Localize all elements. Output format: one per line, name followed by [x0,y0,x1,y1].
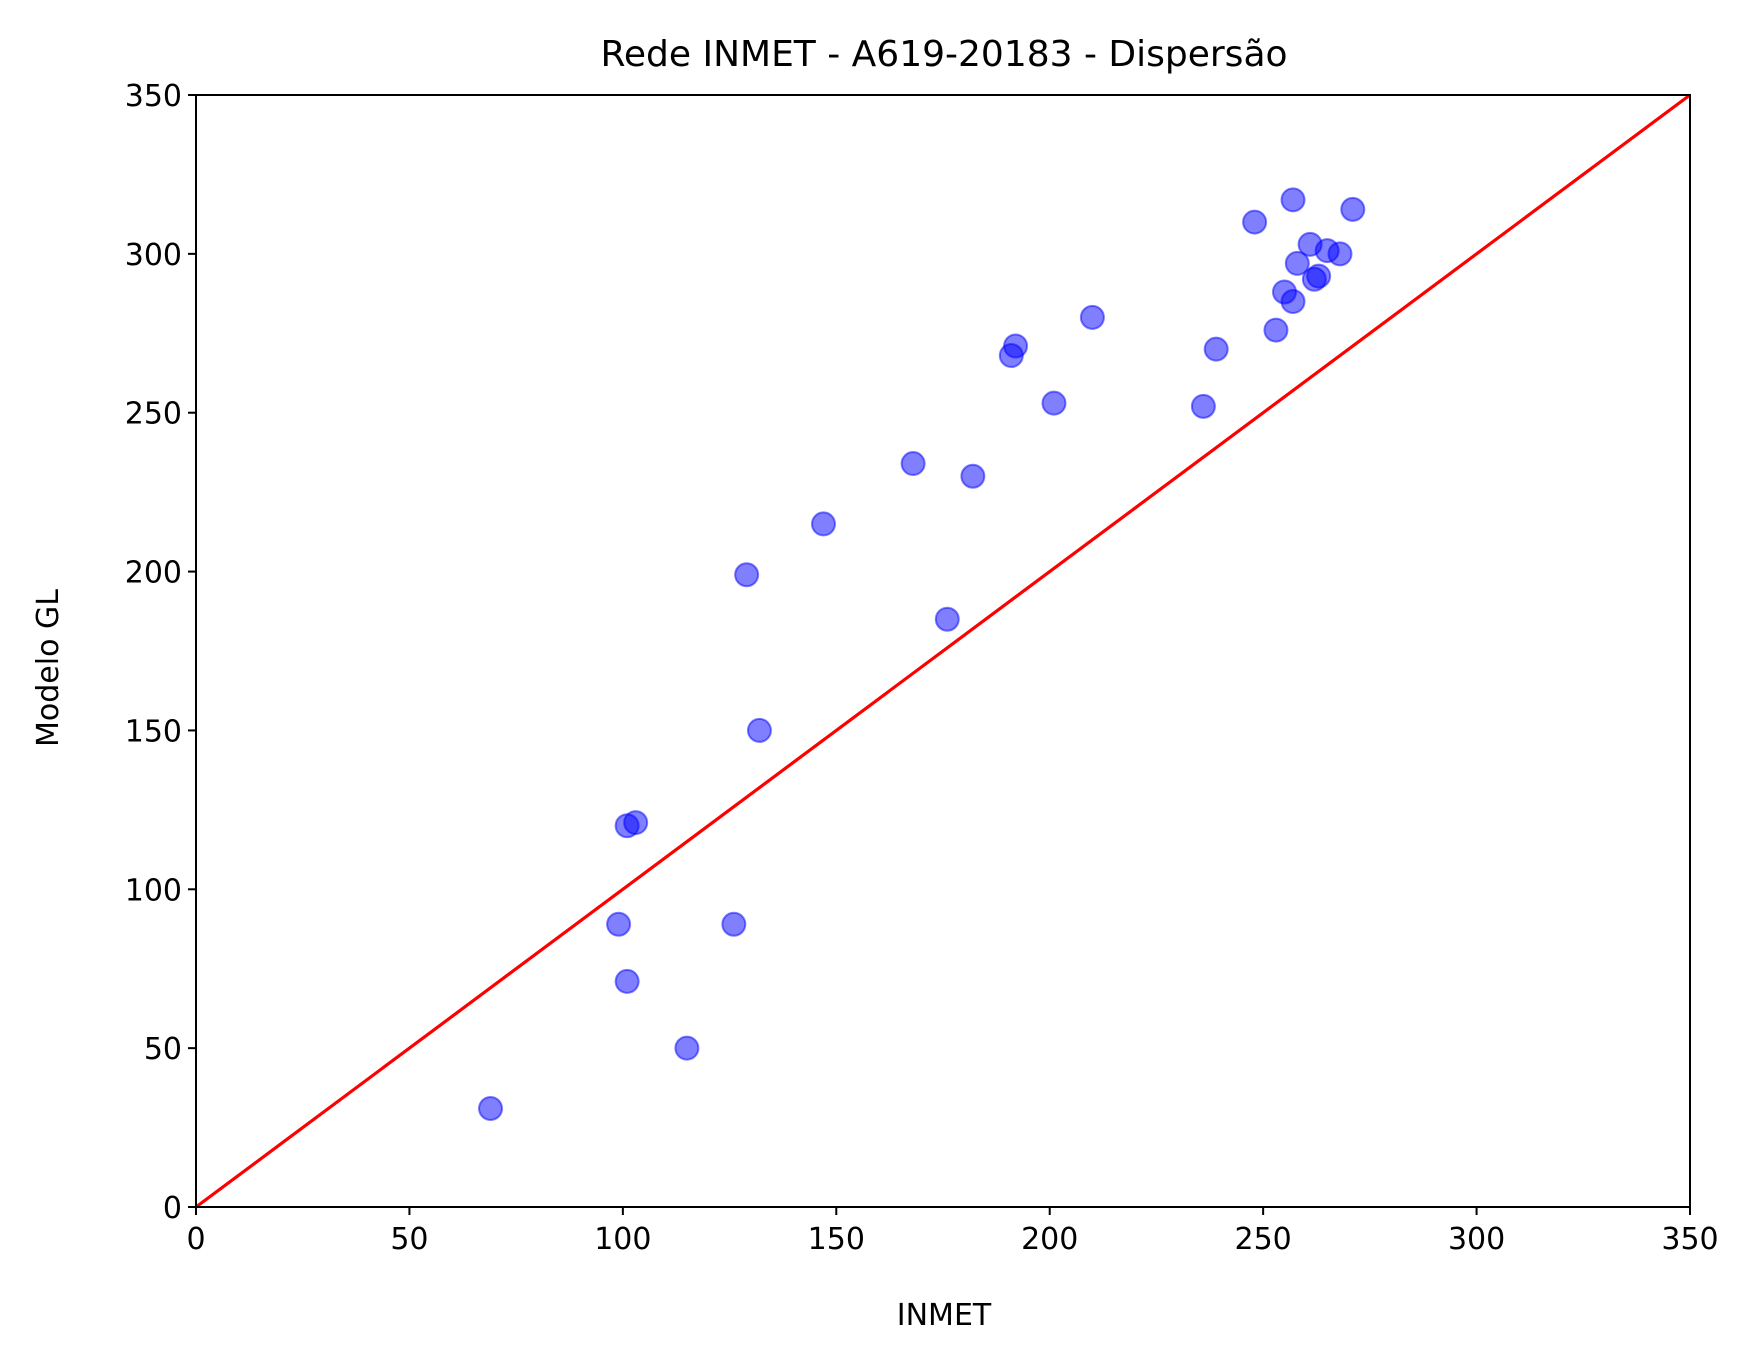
y-tick-label-150: 150 [125,714,182,749]
x-axis-label: INMET [897,1298,992,1333]
data-point-13 [960,463,986,489]
x-tick-label-100: 100 [594,1222,651,1257]
y-tick-label-0: 0 [163,1191,182,1226]
y-tick-label-300: 300 [125,238,182,273]
data-point-1 [478,1096,504,1122]
data-point-17 [1079,304,1105,330]
x-tick-label-0: 0 [186,1222,205,1257]
data-point-9 [746,717,772,743]
data-point-10 [810,511,836,537]
data-point-18 [1190,393,1216,419]
y-tick-label-250: 250 [125,397,182,432]
data-point-2 [606,911,632,937]
data-point-16 [1041,390,1067,416]
data-point-8 [734,562,760,588]
x-tick-label-50: 50 [390,1222,428,1257]
y-axis-label: Modelo GL [31,589,66,747]
reference-line [195,93,1691,1209]
axes-frame [195,94,1691,1208]
chart-title: Rede INMET - A619-20183 - Dispersão [600,34,1287,75]
x-tick-label-250: 250 [1235,1222,1292,1257]
y-tick-label-50: 50 [144,1032,182,1067]
data-point-12 [934,606,960,632]
y-tick-label-350: 350 [125,79,182,114]
y-tick-label-200: 200 [125,556,182,591]
data-point-7 [721,911,747,937]
data-point-15 [1003,333,1029,359]
x-tick-label-300: 300 [1448,1222,1505,1257]
data-point-20 [1242,209,1268,235]
x-tick-label-150: 150 [808,1222,865,1257]
x-tick-label-200: 200 [1021,1222,1078,1257]
data-point-21 [1263,317,1289,343]
x-tick-label-350: 350 [1661,1222,1718,1257]
data-point-24 [1280,187,1306,213]
data-point-25 [1284,250,1310,276]
data-point-5 [623,810,649,836]
plot-area: 0 50 100 150 200 250 300 350 0 50 100 150 200 250 300 3… [125,79,1719,1257]
data-point-31 [1340,196,1366,222]
y-tick-label-100: 100 [125,873,182,908]
data-point-6 [674,1035,700,1061]
data-point-3 [614,968,640,994]
data-point-19 [1203,336,1229,362]
data-point-23 [1280,289,1306,315]
data-point-30 [1327,241,1353,267]
data-point-28 [1306,263,1332,289]
data-point-11 [900,451,926,477]
